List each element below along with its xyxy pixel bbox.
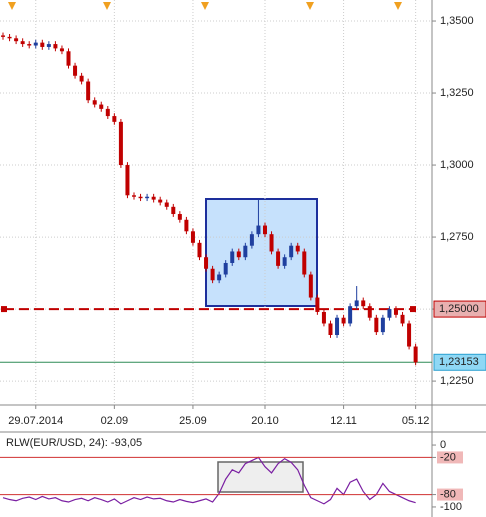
x-tick-label: 02.09 (101, 415, 129, 427)
y-tick-label: 1,2750 (440, 231, 474, 243)
candle-body (230, 251, 235, 263)
y-tick-label: 1,3500 (440, 15, 474, 27)
event-marker (306, 2, 314, 10)
candle-body (328, 323, 333, 336)
x-tick-label: 20.10 (251, 415, 279, 427)
candle-body (341, 317, 346, 324)
candle-body (308, 274, 313, 298)
candle-body (46, 44, 51, 47)
candle-body (33, 42, 38, 46)
candle-body (302, 251, 307, 275)
candle-body (380, 317, 385, 333)
candle-body (138, 196, 143, 199)
candle-body (7, 36, 12, 39)
y-tick-label: 0 (440, 439, 446, 451)
y-tick-label: -20 (440, 451, 456, 463)
last-price-label: 1,23153 (439, 356, 479, 368)
y-tick-label: -80 (440, 488, 456, 500)
candle-body (374, 317, 379, 333)
candle-body (27, 44, 32, 46)
candle-body (118, 121, 123, 166)
candle-body (73, 65, 78, 76)
y-tick-label: -100 (440, 501, 462, 513)
x-tick-label: 05.12 (402, 415, 430, 427)
candle-body (400, 314, 405, 324)
candle-body (59, 48, 64, 52)
candle-body (132, 195, 137, 197)
candle-body (184, 219, 189, 232)
candle-body (1, 35, 6, 37)
candle-body (276, 251, 281, 266)
candle-body (243, 245, 248, 258)
event-marker (201, 2, 209, 10)
x-tick-label: 12.11 (330, 415, 357, 427)
candle-body (295, 245, 300, 252)
candle-body (40, 42, 45, 47)
candle-body (282, 257, 287, 266)
candle-body (256, 225, 261, 235)
candle-body (407, 323, 412, 347)
candle-body (269, 234, 274, 252)
candle-body (223, 262, 228, 275)
y-tick-label: 1,3250 (440, 87, 474, 99)
candle-body (20, 41, 25, 45)
candle-body (151, 196, 156, 200)
level-label: 1,25000 (439, 303, 479, 315)
candle-body (204, 257, 209, 269)
highlight-box (205, 198, 318, 307)
candle-body (249, 234, 254, 246)
candle-body (79, 75, 84, 82)
candle-body (86, 81, 91, 101)
event-marker (8, 2, 16, 10)
candle-body (354, 300, 359, 307)
y-tick-label: 1,2250 (440, 375, 474, 387)
candle-body (99, 104, 104, 109)
candle-body (387, 309, 392, 318)
event-marker (394, 2, 402, 10)
candle-body (361, 300, 366, 307)
event-marker (103, 2, 111, 10)
level-label-box (433, 300, 486, 318)
candle-body (112, 116, 117, 122)
candle-body (125, 165, 130, 196)
candle-body (145, 196, 150, 199)
candle-body (236, 251, 241, 258)
candle-body (14, 38, 19, 42)
candle-body (262, 225, 267, 235)
candle-body (171, 206, 176, 215)
candle-body (53, 44, 58, 49)
level-handle (1, 306, 7, 313)
candle-body (413, 346, 418, 363)
candle-body (393, 309, 398, 315)
candle-body (105, 108, 110, 117)
candle-body (335, 317, 340, 336)
candle-body (367, 306, 372, 318)
x-tick-label: 25.09 (179, 415, 207, 427)
candle-body (321, 311, 326, 324)
candle-body (92, 100, 97, 105)
candle-body (217, 274, 222, 281)
candle-body (66, 51, 71, 66)
last-price-box (433, 353, 486, 371)
candle-body (210, 268, 215, 281)
level-handle (410, 306, 416, 313)
candle-body (158, 199, 163, 203)
candle-body (348, 306, 353, 324)
candle-body (190, 231, 195, 243)
x-tick-label: 29.07.2014 (8, 415, 63, 427)
tick-label-box (437, 451, 463, 464)
candle-body (164, 202, 169, 207)
tick-label-box (437, 488, 463, 501)
y-tick-label: 1,3000 (440, 159, 474, 171)
candle-body (177, 214, 182, 220)
candle-body (289, 245, 294, 258)
candle-body (315, 297, 320, 312)
indicator-title: RLW(EUR/USD, 24): -93,05 (6, 437, 142, 449)
candle-body (197, 242, 202, 258)
event-markers (8, 2, 402, 10)
indicator-line (2, 456, 416, 505)
highlight-box (217, 461, 304, 493)
